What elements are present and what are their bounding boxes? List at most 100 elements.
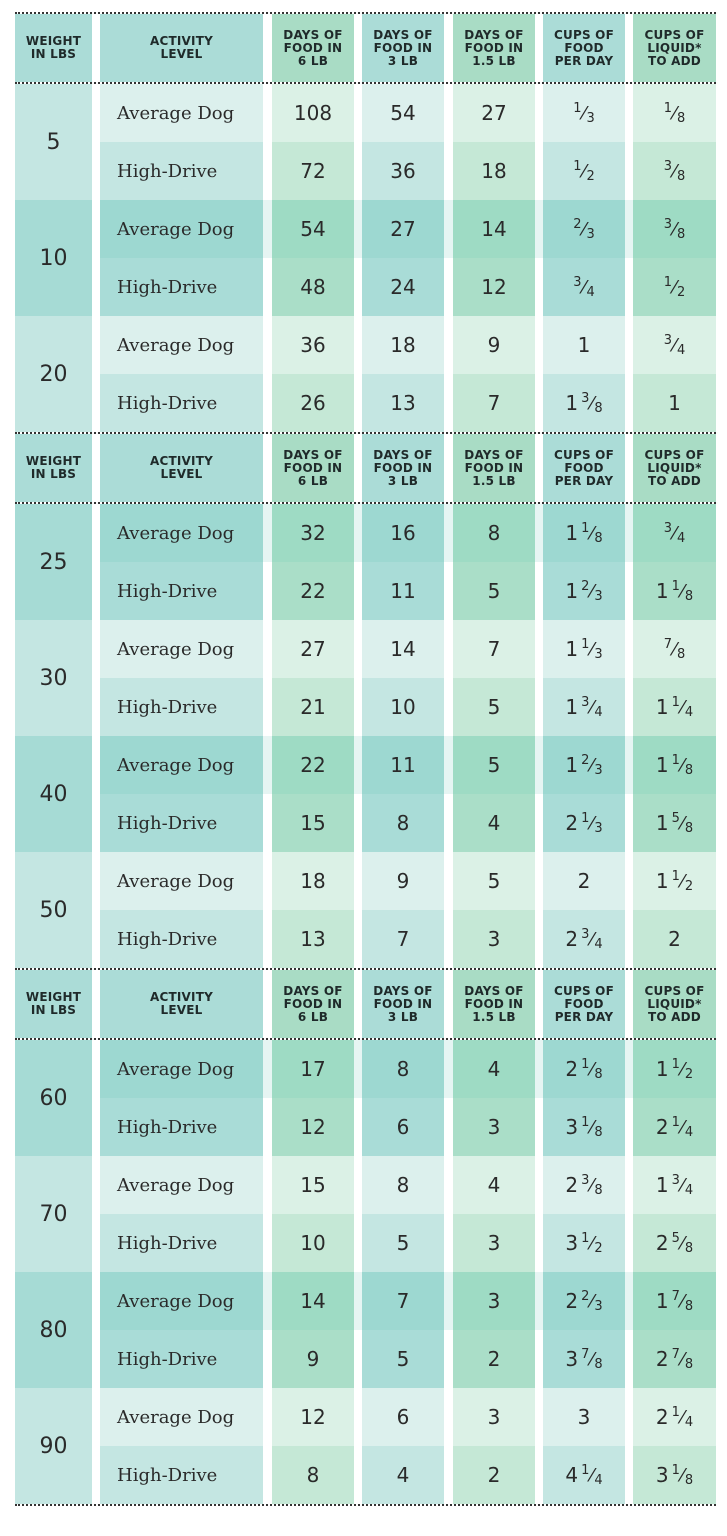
column-gap: [444, 678, 453, 736]
days-1-5lb: 5: [453, 562, 535, 620]
days-3lb: 11: [362, 562, 444, 620]
days-1-5lb: 8: [453, 504, 535, 562]
column-gap: [263, 736, 272, 794]
column-gap: [263, 504, 272, 562]
days-1-5lb: 2: [453, 1446, 535, 1504]
days-6lb: 10: [272, 1214, 354, 1272]
weight-value: 20: [15, 316, 92, 432]
column-gap: [444, 434, 453, 502]
column-gap: [354, 970, 362, 1038]
days-3lb: 9: [362, 852, 444, 910]
column-gap: [625, 1272, 633, 1330]
header-days-1-5lb: DAYS OF FOOD IN 1.5 LB: [453, 434, 535, 502]
column-gap: [535, 852, 543, 910]
column-gap: [625, 794, 633, 852]
activity-level: High-Drive: [100, 562, 263, 620]
column-gap: [625, 374, 633, 432]
column-gap: [354, 852, 362, 910]
days-1-5lb: 7: [453, 620, 535, 678]
column-gap: [535, 736, 543, 794]
days-6lb: 27: [272, 620, 354, 678]
column-gap: [444, 970, 453, 1038]
days-1-5lb: 14: [453, 200, 535, 258]
days-3lb: 24: [362, 258, 444, 316]
column-gap: [92, 970, 100, 1038]
days-1-5lb: 3: [453, 1272, 535, 1330]
days-3lb: 8: [362, 1040, 444, 1098]
days-6lb: 14: [272, 1272, 354, 1330]
column-gap: [625, 316, 633, 374]
days-6lb: 22: [272, 736, 354, 794]
column-gap: [263, 1272, 272, 1330]
weight-group: 70 Average Dog 15 8 4 2 3 ⁄ 8 1 3 ⁄ 4 High-Drive 10 5 3 3…: [15, 1156, 716, 1272]
days-6lb: 48: [272, 258, 354, 316]
header-days-6lb: DAYS OF FOOD IN 6 LB: [272, 970, 354, 1038]
column-gap: [354, 200, 362, 258]
column-gap: [263, 258, 272, 316]
column-gap: [354, 142, 362, 200]
column-gap: [354, 374, 362, 432]
header-days-1-5lb: DAYS OF FOOD IN 1.5 LB: [453, 970, 535, 1038]
days-6lb: 26: [272, 374, 354, 432]
column-gap: [444, 1446, 453, 1504]
column-gap: [263, 1214, 272, 1272]
column-gap: [625, 678, 633, 736]
weight-value: 80: [15, 1272, 92, 1388]
days-3lb: 8: [362, 794, 444, 852]
column-gap: [625, 970, 633, 1038]
activity-level: Average Dog: [100, 1388, 263, 1446]
column-gap: [625, 1446, 633, 1504]
table-header: WEIGHT IN LBS ACTIVITY LEVEL DAYS OF FOOD IN 6…: [15, 432, 716, 504]
cups-liquid-to-add: 2 5 ⁄ 8: [633, 1214, 716, 1272]
column-gap: [263, 620, 272, 678]
table-header: WEIGHT IN LBS ACTIVITY LEVEL DAYS OF FOOD IN 6…: [15, 968, 716, 1040]
column-gap: [625, 1214, 633, 1272]
column-gap: [535, 316, 543, 374]
activity-level: Average Dog: [100, 736, 263, 794]
cups-liquid-to-add: 2 1 ⁄ 4: [633, 1388, 716, 1446]
activity-level: Average Dog: [100, 620, 263, 678]
column-gap: [263, 852, 272, 910]
days-6lb: 8: [272, 1446, 354, 1504]
activity-level: Average Dog: [100, 504, 263, 562]
days-6lb: 108: [272, 84, 354, 142]
days-6lb: 72: [272, 142, 354, 200]
days-6lb: 12: [272, 1388, 354, 1446]
cups-liquid-to-add: 7 ⁄ 8: [633, 620, 716, 678]
column-gap: [444, 1098, 453, 1156]
header-activity: ACTIVITY LEVEL: [100, 14, 263, 82]
weight-value: 5: [15, 84, 92, 200]
column-gap: [625, 852, 633, 910]
column-gap: [263, 910, 272, 968]
weight-group: 5 Average Dog 108 54 27 1 ⁄ 3 1 ⁄ 8 High-Drive 72 36 1…: [15, 84, 716, 200]
cups-food-per-day: 3: [543, 1388, 625, 1446]
column-gap: [92, 1272, 100, 1388]
days-1-5lb: 4: [453, 1156, 535, 1214]
column-gap: [354, 1388, 362, 1446]
column-gap: [625, 142, 633, 200]
column-gap: [354, 736, 362, 794]
days-1-5lb: 9: [453, 316, 535, 374]
weight-value: 25: [15, 504, 92, 620]
column-gap: [354, 1156, 362, 1214]
column-gap: [535, 504, 543, 562]
column-gap: [354, 794, 362, 852]
column-gap: [92, 14, 100, 82]
days-3lb: 5: [362, 1330, 444, 1388]
activity-level: High-Drive: [100, 1446, 263, 1504]
column-gap: [625, 910, 633, 968]
column-gap: [263, 1156, 272, 1214]
cups-liquid-to-add: 2: [633, 910, 716, 968]
days-3lb: 13: [362, 374, 444, 432]
days-3lb: 6: [362, 1388, 444, 1446]
column-gap: [625, 1388, 633, 1446]
days-6lb: 13: [272, 910, 354, 968]
column-gap: [354, 434, 362, 502]
header-cups-food: CUPS OF FOOD PER DAY: [543, 14, 625, 82]
column-gap: [535, 1098, 543, 1156]
column-gap: [535, 794, 543, 852]
activity-level: Average Dog: [100, 1272, 263, 1330]
column-gap: [354, 1330, 362, 1388]
column-gap: [444, 852, 453, 910]
days-3lb: 11: [362, 736, 444, 794]
